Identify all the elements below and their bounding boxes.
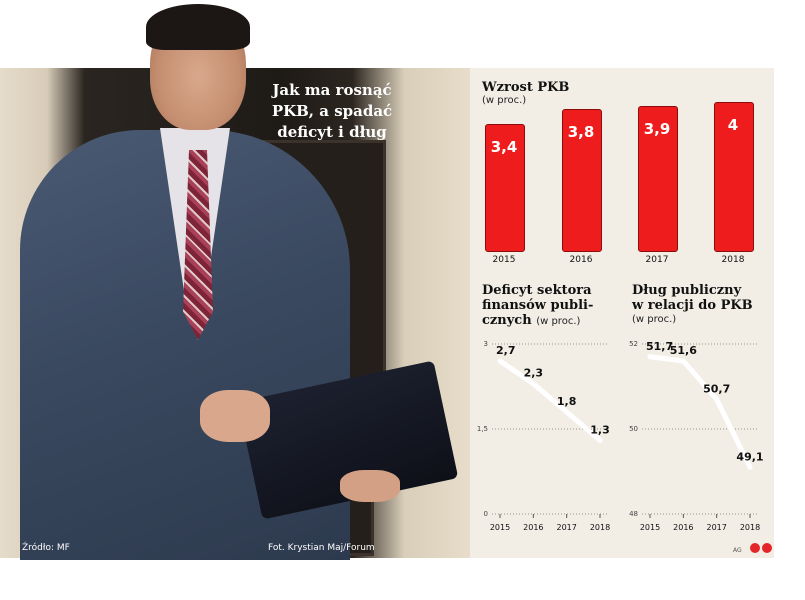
- agency-mark: AG: [733, 547, 742, 554]
- deficit-data-label: 1,3: [590, 423, 610, 436]
- deficit-x-label: 2016: [523, 523, 543, 532]
- debt-chart-unit: (w proc.): [632, 314, 677, 325]
- debt-data-label: 51,7: [646, 340, 673, 353]
- debt-y-tick: 50: [629, 425, 638, 433]
- debt-series-line: [647, 354, 753, 470]
- debt-x-label: 2018: [740, 523, 760, 532]
- deficit-data-label: 2,7: [496, 344, 516, 357]
- gdp-bar-value-label: 3,9: [643, 119, 671, 138]
- photo-credit: Fot. Krystian Maj/Forum: [268, 543, 375, 553]
- debt-x-label: 2016: [673, 523, 693, 532]
- deficit-data-point: [530, 381, 536, 387]
- deficit-x-label: 2017: [556, 523, 576, 532]
- debt-chart-title: Dług publiczny w relacji do PKB: [632, 283, 753, 313]
- headline: Jak ma rosnąć PKB, a spadać deficyt i dł…: [271, 81, 393, 141]
- gdp-bar: [485, 124, 525, 252]
- gdp-chart-title: Wzrost PKB: [482, 80, 570, 95]
- gdp-bar: [638, 105, 678, 252]
- gdp-bar-year-label: 2015: [492, 255, 516, 265]
- debt-data-point: [680, 358, 686, 364]
- debt-y-tick: 52: [629, 340, 638, 348]
- debt-data-label: 50,7: [703, 382, 730, 395]
- person-hand: [340, 470, 400, 502]
- gdp-bar-value-label: 3,8: [567, 123, 595, 142]
- debt-data-label: 49,1: [736, 450, 763, 463]
- debt-y-tick: 48: [629, 510, 638, 518]
- deficit-y-tick: 0: [484, 510, 488, 518]
- gdp-bar-year-label: 2016: [569, 255, 593, 265]
- gdp-bar-year-label: 2018: [721, 255, 745, 265]
- debt-data-point: [647, 354, 653, 360]
- deficit-series-line: [497, 358, 603, 443]
- person-tie: [183, 150, 213, 340]
- gdp-bar-year-label: 2017: [645, 255, 669, 265]
- debt-x-label: 2015: [640, 523, 660, 532]
- deficit-chart-title: Deficyt sektora finansów publi- cznych (…: [482, 283, 594, 328]
- person-hand: [200, 390, 270, 442]
- debt-data-point: [714, 396, 720, 402]
- publisher-logo-icon: [750, 543, 760, 553]
- deficit-x-label: 2015: [490, 523, 510, 532]
- person-hair: [146, 4, 250, 50]
- deficit-data-label: 1,8: [557, 395, 577, 408]
- gdp-bar: [714, 102, 754, 252]
- source-credit: Źródło: MF: [22, 543, 70, 553]
- gdp-bar-value-label: 4: [727, 116, 739, 134]
- deficit-y-tick: 3: [484, 340, 488, 348]
- gdp-bar: [562, 109, 602, 252]
- publisher-logo-icon: [762, 543, 772, 553]
- gdp-bar-value-label: 3,4: [490, 138, 518, 157]
- deficit-data-point: [564, 409, 570, 415]
- deficit-data-point: [597, 437, 603, 443]
- deficit-chart-unit: (w proc.): [536, 316, 581, 327]
- deficit-data-label: 2,3: [524, 367, 544, 380]
- debt-data-point: [747, 464, 753, 470]
- deficit-x-label: 2018: [590, 523, 610, 532]
- debt-x-label: 2017: [706, 523, 726, 532]
- deficit-data-point: [497, 358, 503, 364]
- debt-data-label: 51,6: [670, 344, 697, 357]
- gdp-chart-unit: (w proc.): [482, 95, 527, 106]
- deficit-y-tick: 1,5: [477, 425, 488, 433]
